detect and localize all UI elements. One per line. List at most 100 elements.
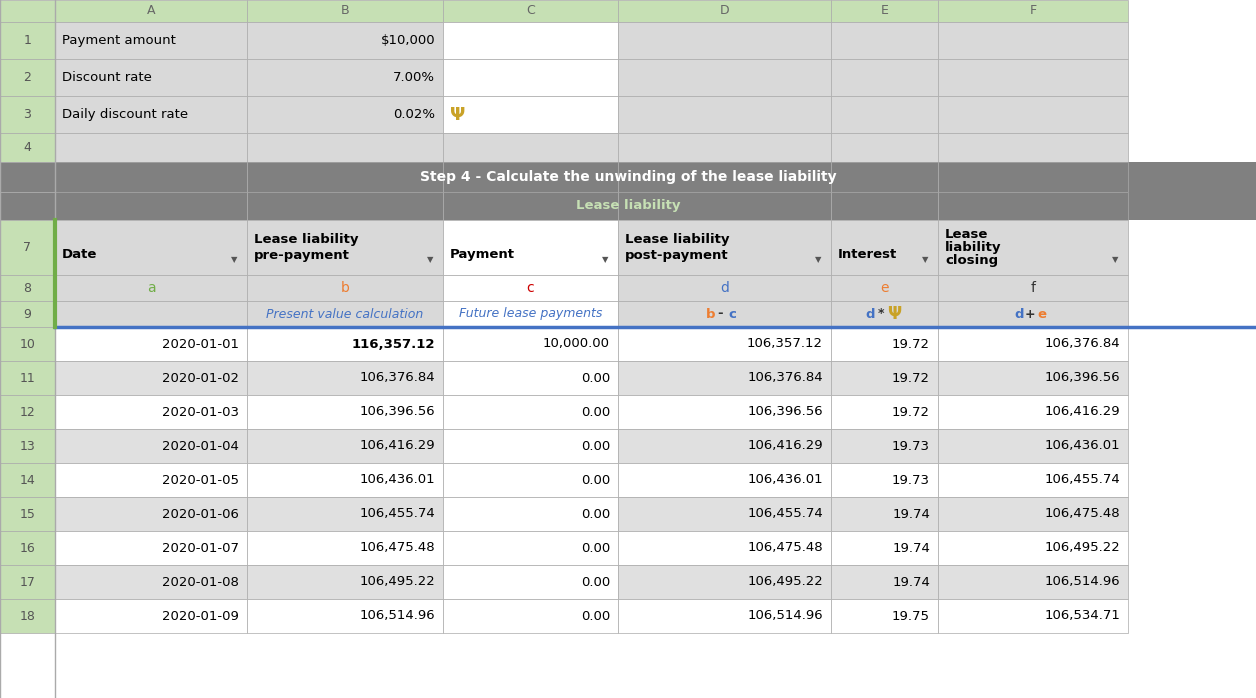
Bar: [0, 565, 55, 599]
Bar: [247, 361, 443, 395]
Text: 0.00: 0.00: [580, 507, 610, 521]
Bar: [938, 96, 1128, 133]
Bar: [938, 162, 1128, 192]
Bar: [618, 301, 831, 327]
Bar: [247, 59, 443, 96]
Bar: [938, 395, 1128, 429]
Text: 106,514.96: 106,514.96: [747, 609, 823, 623]
Text: Future lease payments: Future lease payments: [458, 308, 602, 320]
Text: 7: 7: [24, 241, 31, 254]
Bar: [618, 599, 831, 633]
Bar: [0, 133, 55, 162]
Bar: [831, 497, 938, 531]
Text: 106,475.48: 106,475.48: [1045, 507, 1120, 521]
Text: d: d: [1015, 308, 1024, 320]
Text: Interest: Interest: [838, 248, 897, 260]
Text: b: b: [706, 308, 715, 320]
Text: post-payment: post-payment: [625, 248, 728, 262]
Text: 0.00: 0.00: [580, 406, 610, 419]
Text: Lease liability: Lease liability: [575, 200, 681, 212]
Bar: [0, 192, 55, 220]
Bar: [831, 59, 938, 96]
Bar: [247, 301, 443, 327]
Text: 106,357.12: 106,357.12: [747, 338, 823, 350]
Text: 0.00: 0.00: [580, 575, 610, 588]
Text: 106,495.22: 106,495.22: [359, 575, 435, 588]
Bar: [938, 429, 1128, 463]
Bar: [55, 96, 247, 133]
Bar: [55, 162, 247, 192]
Text: e: e: [880, 281, 889, 295]
Bar: [443, 565, 618, 599]
Bar: [443, 361, 618, 395]
Bar: [0, 531, 55, 565]
Text: ▼: ▼: [1112, 255, 1118, 264]
Bar: [831, 301, 938, 327]
Text: 13: 13: [20, 440, 35, 452]
Text: 10: 10: [20, 338, 35, 350]
Bar: [618, 0, 831, 22]
Bar: [55, 599, 247, 633]
Bar: [247, 429, 443, 463]
Text: B: B: [340, 4, 349, 17]
Bar: [0, 22, 55, 59]
Text: a: a: [147, 281, 156, 295]
Text: Discount rate: Discount rate: [62, 71, 152, 84]
Text: 2020-01-04: 2020-01-04: [162, 440, 239, 452]
Bar: [443, 275, 618, 301]
Bar: [831, 275, 938, 301]
Text: Lease: Lease: [945, 228, 988, 242]
Text: 106,416.29: 106,416.29: [1045, 406, 1120, 419]
Text: 12: 12: [20, 406, 35, 419]
Bar: [618, 59, 831, 96]
Bar: [247, 192, 443, 220]
Text: 0.00: 0.00: [580, 609, 610, 623]
Bar: [443, 531, 618, 565]
Bar: [443, 497, 618, 531]
Bar: [618, 192, 831, 220]
Text: 19.75: 19.75: [892, 609, 929, 623]
Text: f: f: [1030, 281, 1035, 295]
Bar: [0, 59, 55, 96]
Bar: [831, 96, 938, 133]
Bar: [55, 327, 247, 361]
Text: 19.73: 19.73: [892, 473, 929, 487]
Text: Ψ: Ψ: [450, 105, 466, 124]
Text: 19.74: 19.74: [892, 542, 929, 554]
Bar: [247, 0, 443, 22]
Bar: [443, 59, 618, 96]
Bar: [0, 0, 55, 22]
Bar: [247, 133, 443, 162]
Text: 106,376.84: 106,376.84: [1045, 338, 1120, 350]
Bar: [618, 429, 831, 463]
Bar: [938, 301, 1128, 327]
Bar: [55, 192, 247, 220]
Bar: [831, 220, 938, 275]
Bar: [831, 192, 938, 220]
Text: 19.72: 19.72: [892, 371, 929, 385]
Bar: [55, 565, 247, 599]
Bar: [443, 395, 618, 429]
Text: liability: liability: [945, 241, 1001, 254]
Text: 106,436.01: 106,436.01: [1045, 440, 1120, 452]
Text: d: d: [865, 308, 875, 320]
Text: 2020-01-07: 2020-01-07: [162, 542, 239, 554]
Text: Date: Date: [62, 248, 98, 260]
Bar: [247, 275, 443, 301]
Text: 2020-01-01: 2020-01-01: [162, 338, 239, 350]
Text: Lease liability: Lease liability: [254, 233, 358, 246]
Bar: [55, 531, 247, 565]
Bar: [247, 395, 443, 429]
Text: 106,495.22: 106,495.22: [1044, 542, 1120, 554]
Text: Ψ: Ψ: [888, 305, 902, 323]
Text: 19.74: 19.74: [892, 575, 929, 588]
Text: pre-payment: pre-payment: [254, 248, 350, 262]
Bar: [831, 395, 938, 429]
Bar: [618, 497, 831, 531]
Text: 4: 4: [24, 141, 31, 154]
Bar: [55, 361, 247, 395]
Text: D: D: [720, 4, 730, 17]
Bar: [443, 327, 618, 361]
Bar: [0, 220, 55, 275]
Bar: [831, 463, 938, 497]
